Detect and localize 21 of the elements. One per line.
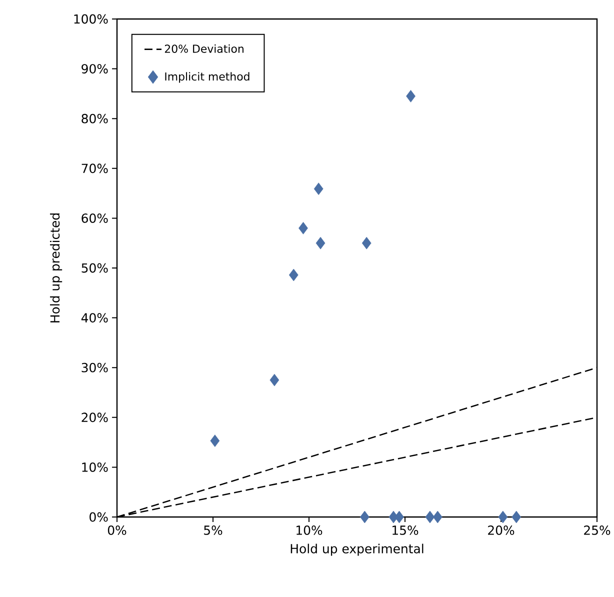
y-tick-label: 70% xyxy=(82,164,108,174)
x-tick-label: 20% xyxy=(488,525,514,535)
y-tick-label: 60% xyxy=(82,213,108,223)
y-tick-label: 40% xyxy=(81,313,108,323)
y-axis-title: Hold up predicted xyxy=(50,214,62,322)
legend-label: 20% Deviation xyxy=(164,44,244,53)
y-tick-label: 90% xyxy=(82,64,108,74)
y-tick-label: 10% xyxy=(82,462,108,472)
y-tick-label: 80% xyxy=(82,114,108,124)
legend-label: Implicit method xyxy=(165,72,250,83)
x-tick-label: 0% xyxy=(108,525,126,535)
y-tick-label: 20% xyxy=(82,412,108,422)
y-tick-label: 50% xyxy=(82,263,108,273)
x-tick-label: 15% xyxy=(392,525,418,535)
y-tick-label: 0% xyxy=(90,512,108,522)
x-axis-title: Hold up experimental xyxy=(290,544,424,556)
x-tick-label: 5% xyxy=(204,525,222,535)
y-tick-label: 30% xyxy=(82,362,108,372)
y-tick-label: 100% xyxy=(74,14,108,24)
x-tick-label: 10% xyxy=(296,525,322,535)
x-tick-label: 25% xyxy=(584,525,610,535)
